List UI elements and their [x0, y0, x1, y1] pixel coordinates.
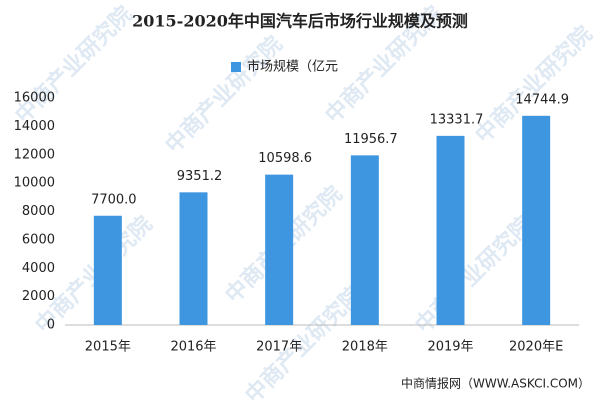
bar — [350, 155, 379, 325]
legend-label: 市场规模（亿元 — [247, 59, 338, 75]
y-tick-label: 16000 — [14, 91, 55, 106]
bar — [93, 215, 122, 325]
y-tick-label: 8000 — [22, 204, 55, 219]
y-tick-label: 10000 — [14, 176, 55, 191]
y-tick-label: 12000 — [14, 147, 55, 162]
bar — [436, 135, 465, 325]
value-label: 11956.7 — [344, 132, 398, 147]
y-tick-label: 14000 — [14, 119, 55, 134]
x-tick-label: 2015年 — [85, 340, 131, 355]
bar — [179, 192, 208, 325]
x-tick-label: 2020年E — [509, 340, 563, 355]
bar — [522, 115, 551, 325]
value-label: 9351.2 — [177, 169, 223, 184]
chart-title: 2015-2020年中国汽车后市场行业规模及预测 — [132, 12, 468, 31]
bar — [265, 174, 294, 325]
value-label: 10598.6 — [258, 151, 312, 166]
legend-swatch — [231, 62, 241, 72]
source: 中商情报网（WWW.ASKCI.COM） — [401, 376, 590, 391]
y-tick-label: 4000 — [22, 261, 55, 276]
value-label: 7700.0 — [91, 192, 137, 207]
x-tick-label: 2017年 — [256, 340, 302, 355]
value-label: 14744.9 — [515, 92, 569, 107]
x-tick-label: 2019年 — [427, 340, 473, 355]
y-tick-label: 0 — [47, 318, 55, 333]
y-tick-label: 6000 — [22, 232, 55, 247]
x-tick-label: 2018年 — [342, 340, 388, 355]
value-label: 13331.7 — [430, 112, 484, 127]
y-tick-label: 2000 — [22, 289, 55, 304]
x-tick-label: 2016年 — [170, 340, 216, 355]
